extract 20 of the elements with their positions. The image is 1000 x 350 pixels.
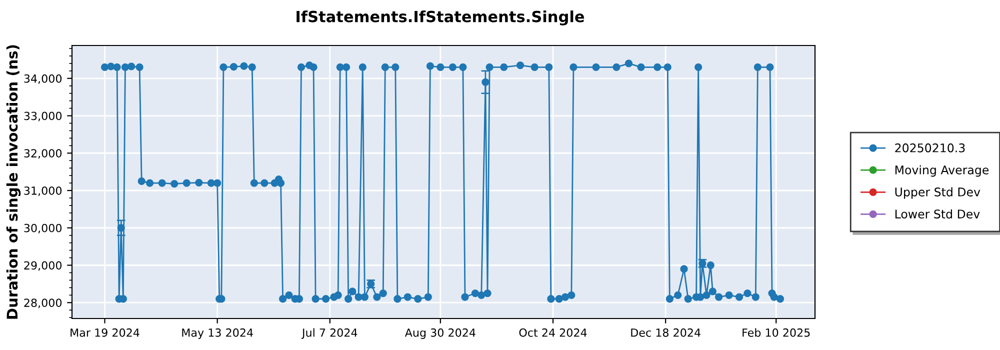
- x-tick-label: May 13 2024: [182, 328, 253, 339]
- y-tick-label: 31,000: [24, 186, 62, 196]
- legend-label: Lower Std Dev: [895, 209, 980, 218]
- legend-label: 20250210.3: [895, 143, 965, 152]
- x-tick-label: Mar 19 2024: [70, 328, 140, 337]
- x-tick-label: Dec 18 2024: [631, 328, 700, 337]
- legend-label: Upper Std Dev: [895, 187, 980, 199]
- y-tick-label: 28,000: [24, 298, 62, 308]
- x-tick-label: Oct 24 2024: [519, 328, 587, 337]
- y-tick-label: 33,000: [24, 112, 62, 122]
- y-tick-label: 30,000: [24, 224, 62, 234]
- y-axis-title: Duration of single invocation (ns): [6, 45, 21, 319]
- x-tick-label: Feb 10 2025: [742, 328, 810, 337]
- y-tick-label: 32,000: [24, 149, 62, 159]
- chart-title: IfStatements.IfStatements.Single: [296, 10, 584, 26]
- x-tick-label: Aug 30 2024: [404, 328, 476, 339]
- legend-label: Moving Average: [895, 165, 989, 177]
- x-tick-label: Jul 7 2024: [301, 328, 358, 339]
- y-tick-label: 34,000: [24, 74, 62, 84]
- y-tick-label: 29,000: [24, 261, 62, 271]
